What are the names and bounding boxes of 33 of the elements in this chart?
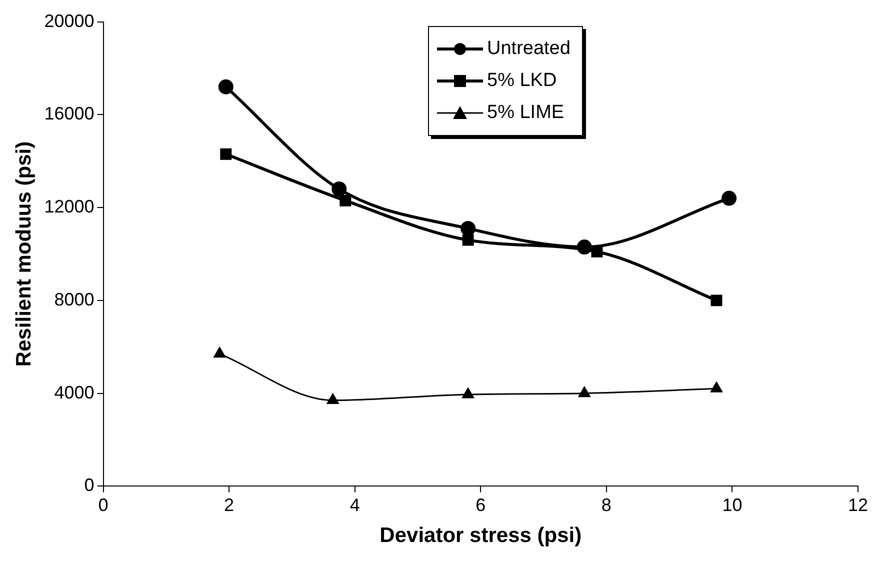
point: [218, 79, 234, 94]
point: [214, 347, 226, 358]
x-tick-label: 10: [722, 494, 742, 515]
point: [462, 234, 474, 246]
y-tick-label: 20000: [44, 10, 94, 31]
legend-label: 5% LIME: [487, 102, 564, 124]
x-axis-title: Deviator stress (psi): [380, 524, 582, 548]
point: [332, 181, 347, 196]
x-tick-label: 6: [476, 494, 486, 515]
point: [220, 148, 232, 160]
point: [340, 194, 352, 206]
y-tick-label: 16000: [44, 104, 94, 124]
y-tick-label: 0: [84, 475, 94, 496]
point: [460, 220, 476, 236]
x-tick-label: 12: [848, 494, 868, 515]
legend-label: Untreated: [487, 38, 570, 60]
point: [710, 294, 722, 306]
y-tick-label: 4000: [54, 382, 94, 402]
x-tick-label: 0: [98, 494, 108, 515]
point: [591, 246, 603, 258]
x-tick-label: 2: [224, 494, 234, 515]
y-tick-label: 8000: [54, 289, 94, 310]
x-tick-label: 8: [601, 494, 612, 515]
point: [462, 388, 474, 398]
x-tick-label: 4: [350, 494, 360, 515]
point: [722, 190, 737, 206]
y-axis-title: Resilient moduus (psi): [12, 141, 36, 367]
y-tick-label: 12000: [44, 196, 94, 217]
point: [710, 382, 722, 392]
legend-label: 5% LKD: [487, 70, 557, 92]
point: [578, 386, 590, 398]
point: [326, 394, 339, 404]
point: [576, 240, 592, 255]
